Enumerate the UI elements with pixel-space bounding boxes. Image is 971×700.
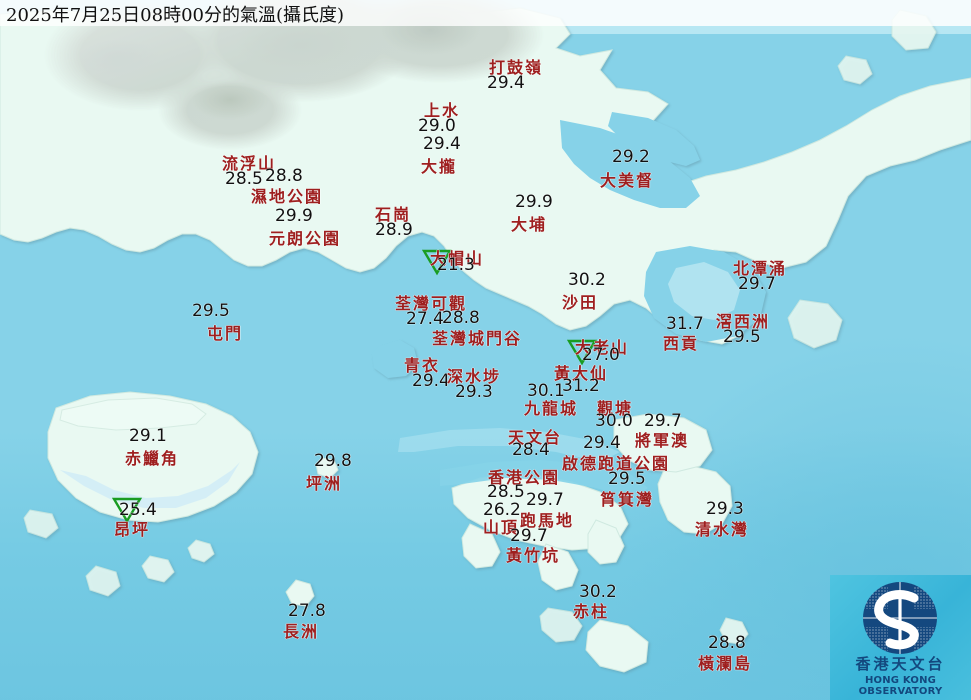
station-name: 赤鱲角	[125, 449, 180, 468]
station-name: 黃大仙	[554, 364, 609, 383]
station-temperature-value: 29.8	[314, 451, 352, 471]
station-name: 深水埗	[447, 367, 502, 386]
station-temperature-value: 29.2	[612, 147, 650, 167]
station-name: 西貢	[663, 334, 700, 353]
station-temperature-value: 28.4	[512, 440, 550, 460]
station-temperature-value: 29.3	[706, 499, 744, 519]
station-temperature-value: 31.2	[562, 376, 600, 396]
station-temperature-value: 30.2	[579, 582, 617, 602]
station-name: 大老山	[575, 338, 630, 357]
station-name: 大埔	[511, 215, 548, 234]
station-name: 北潭涌	[733, 259, 788, 278]
hko-swirl-logo-icon	[863, 582, 937, 654]
station-temperature-value: 29.5	[608, 469, 646, 489]
station-temperature-value: 29.9	[275, 206, 313, 226]
station-temperature-value: 27.8	[288, 601, 326, 621]
station-temperature-value: 29.5	[723, 327, 761, 347]
station-temperature-value: 28.8	[708, 633, 746, 653]
station-temperature-value: 29.4	[583, 433, 621, 453]
station-temperature-value: 29.1	[129, 426, 167, 446]
station-name: 大美督	[600, 171, 655, 190]
station-name: 九龍城	[524, 399, 579, 418]
station-temperature-value: 30.0	[595, 411, 633, 431]
station-name: 青衣	[404, 356, 441, 375]
station-name: 將軍澳	[635, 431, 690, 450]
station-name: 荃灣可觀	[395, 294, 468, 313]
station-name: 黃竹坑	[506, 546, 561, 565]
station-name: 清水灣	[695, 520, 750, 539]
station-temperature-value: 29.0	[418, 116, 456, 136]
station-name: 跑馬地	[520, 511, 575, 530]
station-temperature-value: 29.4	[412, 371, 450, 391]
station-name: 橫瀾島	[698, 654, 753, 673]
station-name: 上水	[424, 101, 461, 120]
station-name: 山頂	[483, 518, 520, 537]
station-temperature-value: 28.9	[375, 220, 413, 240]
station-temperature-value: 29.5	[192, 301, 230, 321]
station-name: 筲箕灣	[600, 490, 655, 509]
station-name: 元朗公園	[269, 229, 342, 248]
hko-logo-block: 香港天文台 HONG KONG OBSERVATORY	[830, 575, 971, 700]
station-temperature-value: 30.2	[568, 270, 606, 290]
station-name: 濕地公園	[251, 187, 324, 206]
hko-name-en: HONG KONG OBSERVATORY	[858, 675, 943, 697]
station-name: 啟德跑道公園	[562, 454, 671, 473]
station-temperature-value: 29.7	[510, 526, 548, 546]
station-temperature-value: 28.8	[265, 166, 303, 186]
station-temperature-value: 27.4	[406, 309, 444, 329]
station-temperature-value: 29.9	[515, 192, 553, 212]
station-name: 滘西洲	[716, 312, 771, 331]
station-temperature-value: 30.1	[527, 381, 565, 401]
station-name: 打鼓嶺	[489, 58, 544, 77]
station-temperature-value: 27.0	[582, 345, 620, 365]
station-name: 天文台	[508, 428, 563, 447]
station-temperature-value: 21.3	[437, 255, 475, 275]
station-name: 大攏	[421, 157, 458, 176]
station-name: 觀塘	[597, 399, 634, 418]
station-temperature-value: 29.3	[455, 382, 493, 402]
station-name: 石崗	[375, 205, 412, 224]
station-temperature-value: 26.2	[483, 500, 521, 520]
station-name: 香港公園	[488, 468, 561, 487]
hko-name-cn: 香港天文台	[855, 655, 946, 673]
station-temperature-value: 29.7	[526, 490, 564, 510]
station-name: 坪洲	[306, 474, 343, 493]
station-temperature-value: 28.5	[225, 169, 263, 189]
station-temperature-value: 29.4	[423, 134, 461, 154]
station-temperature-value: 29.4	[487, 73, 525, 93]
station-name: 荃灣城門谷	[432, 329, 523, 348]
station-temperature-value: 25.4	[119, 500, 157, 520]
station-name: 赤柱	[573, 602, 610, 621]
station-name: 長洲	[283, 622, 320, 641]
station-temperature-value: 29.7	[644, 411, 682, 431]
title-bar	[0, 0, 971, 26]
station-name: 屯門	[207, 324, 244, 343]
station-temperature-value: 28.5	[487, 482, 525, 502]
station-name: 沙田	[562, 293, 599, 312]
station-name: 昂坪	[114, 520, 151, 539]
page-title: 2025年7月25日08時00分的氣溫(攝氏度)	[6, 5, 345, 26]
station-temperature-value: 29.7	[738, 274, 776, 294]
satellite-imagery-overlay	[0, 0, 560, 185]
station-name: 流浮山	[222, 154, 277, 173]
station-temperature-value: 31.7	[666, 314, 704, 334]
station-temperature-value: 28.8	[442, 308, 480, 328]
station-name: 大帽山	[430, 249, 485, 268]
